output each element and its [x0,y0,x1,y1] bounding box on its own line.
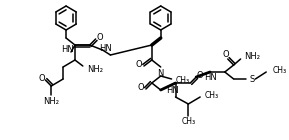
Text: CH₃: CH₃ [175,75,190,85]
Text: S: S [250,74,255,83]
Text: NH₂: NH₂ [87,65,103,74]
Text: O: O [96,32,103,41]
Text: NH₂: NH₂ [244,52,260,60]
Text: CH₃: CH₃ [205,92,219,101]
Text: O: O [38,74,45,82]
Text: N: N [158,68,164,78]
Text: HN: HN [166,86,178,94]
Text: O: O [223,50,229,59]
Text: HN: HN [99,44,112,52]
Text: O: O [138,82,144,92]
Text: CH₃: CH₃ [272,66,286,74]
Text: CH₃: CH₃ [181,117,195,127]
Text: O: O [197,71,203,80]
Text: NH₂: NH₂ [43,96,59,106]
Text: HN: HN [204,73,217,81]
Text: HN: HN [61,45,73,53]
Text: O: O [136,60,142,68]
